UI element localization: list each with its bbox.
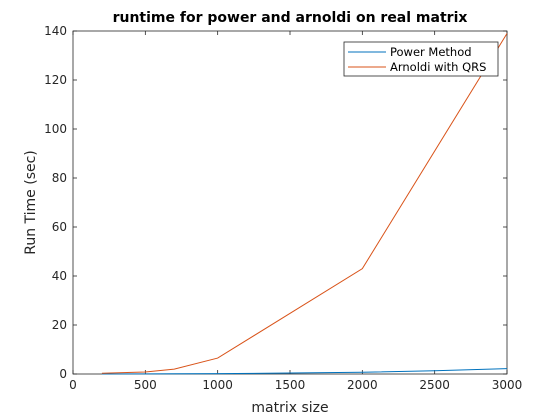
series-lines [101,33,508,375]
x-tick-label: 3000 [492,378,523,392]
y-axis-label: Run Time (sec) [23,150,39,255]
y-tick-label: 120 [44,73,67,87]
y-tick-label: 100 [44,122,67,136]
y-tick-label: 0 [59,367,67,381]
x-tick-label: 2500 [419,378,450,392]
x-axis-label: matrix size [251,400,328,416]
chart-title: runtime for power and arnoldi on real ma… [113,10,468,26]
legend-box [343,41,499,77]
series-line-0 [101,368,508,375]
x-tick-label: 1000 [202,378,233,392]
axes-box [72,30,508,375]
x-tick-label: 2000 [347,378,378,392]
axis-ticks: 0 500 1000 1500 2000 2500 3000 0 20 40 60 80 100 120 1… [44,24,522,392]
x-tick-label: 0 [69,378,77,392]
y-tick-label: 20 [52,318,67,332]
y-tick-label: 80 [52,171,67,185]
legend-entry: Power Method [390,45,472,59]
y-tick-label: 140 [44,24,67,38]
plot-area: 0 500 1000 1500 2000 2500 3000 0 20 40 60 80 100 120 1… [44,24,522,392]
series-line-1 [101,33,508,374]
y-tick-label: 40 [52,269,67,283]
x-tick-label: 500 [134,378,157,392]
x-tick-label: 1500 [275,378,306,392]
legend-entry: Arnoldi with QRS [390,60,486,74]
y-tick-label: 60 [52,220,67,234]
